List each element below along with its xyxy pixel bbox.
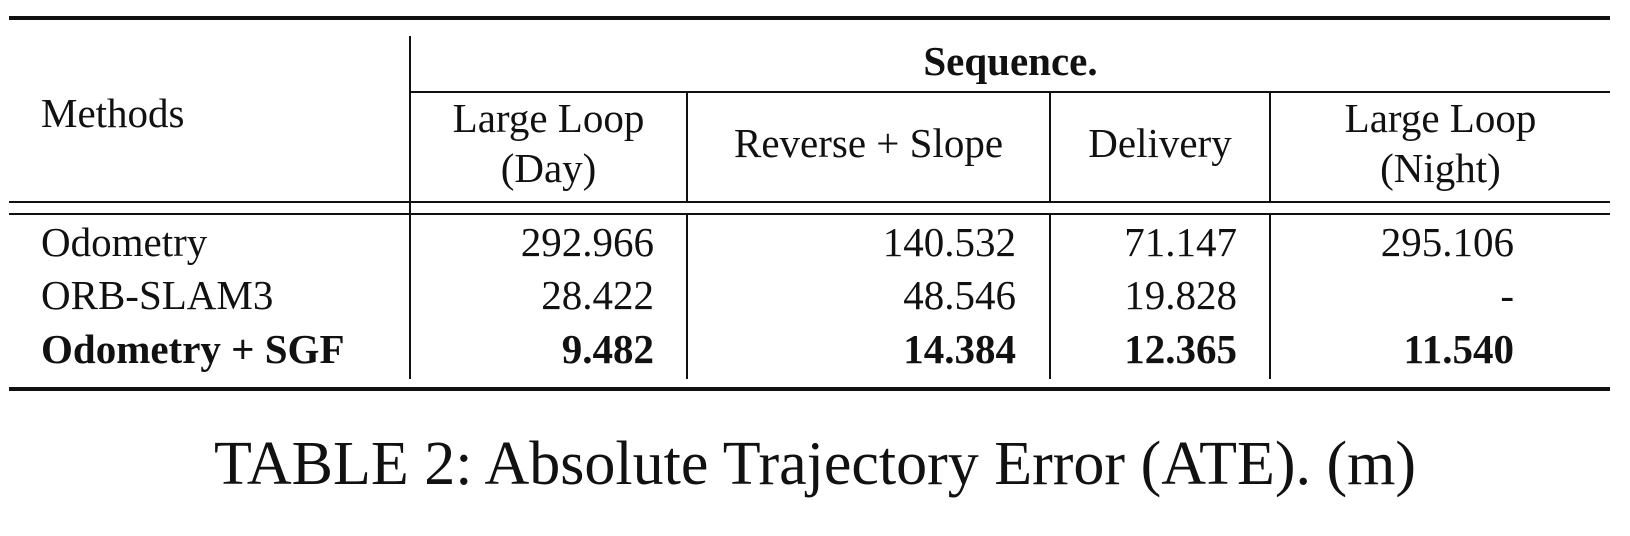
table-cell: 71.147 <box>1124 219 1237 265</box>
col-divider-2b <box>686 215 688 379</box>
sequence-group-header: Sequence. <box>923 38 1098 84</box>
col-divider-2 <box>686 92 688 202</box>
col-divider-1 <box>409 36 411 379</box>
table-caption: TABLE 2: Absolute Trajectory Error (ATE)… <box>213 430 1417 498</box>
table-cell: 9.482 <box>561 326 654 372</box>
table-cell: 295.106 <box>1380 219 1514 265</box>
column-header-line1: Large Loop <box>1344 95 1537 141</box>
ate-table: Sequence. Methods Large Loop (Day) Rever… <box>9 16 1610 410</box>
group-rule <box>410 91 1610 93</box>
row-method-odometry: Odometry <box>41 219 208 265</box>
col-divider-4 <box>1269 92 1271 202</box>
column-header-line1: Large Loop <box>452 95 645 141</box>
column-header-line2: (Night) <box>1380 145 1501 191</box>
row-method-orb-slam3: ORB-SLAM3 <box>41 272 274 318</box>
table-cell: 140.532 <box>882 219 1016 265</box>
column-header-large-loop-day: Large Loop (Day) <box>411 93 686 193</box>
header-double-rule-1 <box>9 201 1610 203</box>
col-divider-3 <box>1049 92 1051 202</box>
bottom-rule <box>9 387 1610 391</box>
header-double-rule-2 <box>9 213 1610 215</box>
top-rule <box>9 16 1610 20</box>
table-cell: 12.365 <box>1124 326 1237 372</box>
table-cell: 292.966 <box>520 219 654 265</box>
table-cell: 14.384 <box>903 326 1016 372</box>
col-divider-3b <box>1049 215 1051 379</box>
table-cell: 48.546 <box>903 272 1016 318</box>
table-cell: 28.422 <box>541 272 654 318</box>
methods-header: Methods <box>41 90 185 136</box>
row-method-odometry-sgf: Odometry + SGF <box>41 326 345 372</box>
column-header-large-loop-night: Large Loop (Night) <box>1271 93 1610 193</box>
column-header-reverse-slope: Reverse + Slope <box>688 118 1049 168</box>
column-header-line2: (Day) <box>500 145 597 191</box>
table-cell: 19.828 <box>1124 272 1237 318</box>
table-cell: - <box>1500 272 1514 318</box>
column-header-delivery: Delivery <box>1051 118 1269 168</box>
col-divider-4b <box>1269 215 1271 379</box>
column-header-line1: Reverse + Slope <box>733 120 1004 166</box>
table-cell: 11.540 <box>1403 326 1515 372</box>
column-header-line1: Delivery <box>1088 120 1232 166</box>
